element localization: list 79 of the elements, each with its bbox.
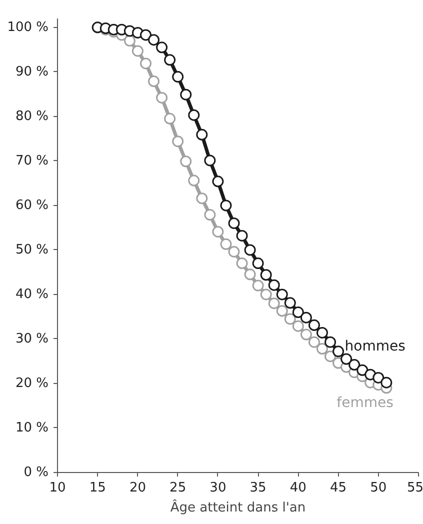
y-tick-label: 90 % [15,64,49,80]
y-tick-label: 50 % [15,242,49,258]
point [260,288,272,300]
point [284,313,296,325]
point [228,246,240,258]
point [140,58,152,70]
point [292,320,304,332]
point [252,280,264,292]
point [340,353,352,365]
point [164,112,176,124]
series-label: hommes [344,338,406,355]
point [252,258,264,270]
point [188,109,200,121]
point [236,258,248,270]
x-axis-title: Âge atteint dans l'an [170,498,306,516]
point [316,327,328,338]
point [212,226,224,238]
y-tick-label: 40 % [15,286,49,302]
point [300,312,312,324]
x-tick-label: 45 [330,480,347,496]
point [348,359,360,371]
series-label: femmes [336,394,394,411]
x-tick-label: 25 [170,480,186,496]
point [356,364,368,376]
point [172,136,184,148]
x-tick-label: 55 [406,480,423,496]
point [156,42,168,54]
point [292,306,304,318]
point [204,154,216,166]
y-tick-label: 20 % [15,376,49,391]
x-tick-label: 40 [290,480,306,496]
point [164,54,176,66]
point [260,269,272,281]
point [244,244,256,256]
y-tick-label: 80 % [15,108,49,124]
y-tick-label: 10 % [15,420,49,436]
x-tick-label: 15 [89,480,106,496]
point [132,45,144,57]
point [156,92,168,104]
point [180,88,192,100]
point [196,192,208,204]
point [276,288,288,300]
y-tick-label: 30 % [15,331,49,346]
y-tick-label: 0 % [24,465,49,480]
point [300,328,312,340]
point [268,298,280,310]
point [324,336,336,348]
x-tick-label: 20 [129,480,146,496]
point [220,200,232,212]
point [148,76,160,87]
point [124,35,136,46]
point [212,176,224,188]
y-tick-label: 100 % [7,20,49,35]
x-tick-label: 50 [370,480,387,496]
x-tick-label: 10 [49,480,66,496]
point [172,71,184,83]
x-tick-label: 30 [210,480,226,496]
x-tick-label: 35 [250,480,266,496]
point [196,128,208,140]
point [188,174,200,186]
point [332,346,344,358]
point [220,238,232,250]
point [180,156,192,168]
point [236,230,248,242]
point [244,268,256,280]
y-tick-label: 60 % [15,198,49,213]
point [308,336,320,348]
point [308,319,320,331]
point [316,343,328,355]
point [268,279,280,291]
point [380,376,392,388]
point [284,297,296,309]
point [140,29,152,41]
point [276,305,288,317]
point [372,372,384,384]
point [148,34,160,46]
y-tick-label: 70 % [15,153,49,168]
point [228,218,240,229]
point [204,209,216,221]
